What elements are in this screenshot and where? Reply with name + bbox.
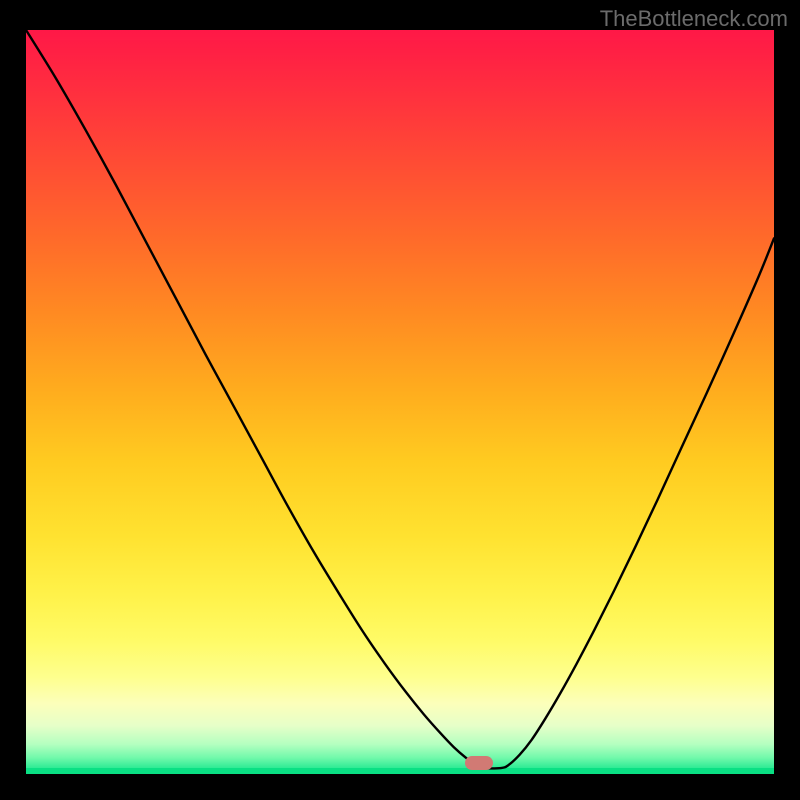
watermark-text: TheBottleneck.com (600, 6, 788, 32)
plot-area (26, 30, 774, 774)
bottleneck-chart: TheBottleneck.com (0, 0, 800, 800)
bottleneck-curve (26, 30, 774, 774)
bottleneck-marker (465, 756, 493, 770)
